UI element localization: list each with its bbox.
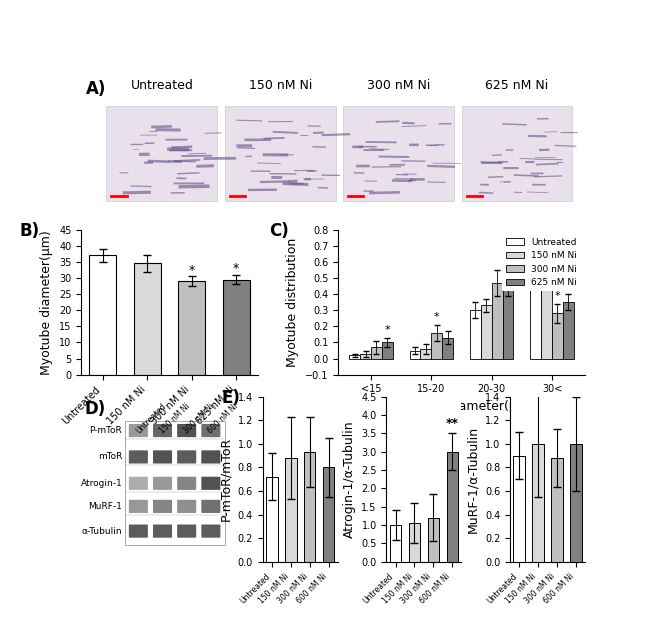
Text: Untreated: Untreated <box>134 402 168 435</box>
Bar <box>491 283 502 358</box>
FancyBboxPatch shape <box>107 106 217 201</box>
FancyBboxPatch shape <box>153 424 172 437</box>
Bar <box>552 314 563 358</box>
FancyBboxPatch shape <box>177 500 196 513</box>
FancyBboxPatch shape <box>153 500 172 513</box>
Text: *: * <box>188 264 195 277</box>
Text: α-Tubulin: α-Tubulin <box>82 527 122 536</box>
Bar <box>266 477 278 562</box>
Text: P-mToR: P-mToR <box>90 426 122 435</box>
FancyBboxPatch shape <box>177 451 196 464</box>
FancyBboxPatch shape <box>202 451 220 464</box>
Bar <box>551 458 563 562</box>
Bar <box>470 310 481 358</box>
Bar <box>304 452 315 562</box>
Text: *: * <box>554 291 560 301</box>
Bar <box>89 256 116 375</box>
FancyBboxPatch shape <box>129 476 148 490</box>
Bar <box>481 305 491 358</box>
Bar <box>178 281 205 375</box>
Y-axis label: MuRF-1/α-Tubulin: MuRF-1/α-Tubulin <box>467 426 480 533</box>
FancyBboxPatch shape <box>177 476 196 490</box>
Bar <box>502 286 514 358</box>
FancyBboxPatch shape <box>129 500 148 513</box>
Text: C): C) <box>269 222 289 240</box>
Y-axis label: Atrogin-1/α-Tubulin: Atrogin-1/α-Tubulin <box>343 420 356 538</box>
Bar <box>432 333 442 358</box>
Bar <box>532 444 544 562</box>
Y-axis label: Myotube distribution: Myotube distribution <box>287 237 300 367</box>
Bar <box>382 343 393 358</box>
FancyBboxPatch shape <box>343 106 454 201</box>
FancyBboxPatch shape <box>202 500 220 513</box>
Text: *: * <box>385 325 390 335</box>
Bar <box>514 456 525 562</box>
FancyBboxPatch shape <box>153 451 172 464</box>
Legend: Untreated, 150 nM Ni, 300 nM Ni, 625 nM Ni: Untreated, 150 nM Ni, 300 nM Ni, 625 nM … <box>502 234 580 291</box>
FancyBboxPatch shape <box>129 424 148 437</box>
FancyBboxPatch shape <box>202 476 220 490</box>
Text: 600 nM Ni: 600 nM Ni <box>207 402 240 435</box>
Bar <box>570 444 582 562</box>
Bar <box>442 338 453 358</box>
Text: *: * <box>434 312 439 322</box>
Bar <box>285 458 296 562</box>
Text: E): E) <box>222 389 240 406</box>
Bar <box>349 355 360 358</box>
Text: **: ** <box>446 417 459 430</box>
X-axis label: Myotube diameter(μm): Myotube diameter(μm) <box>389 400 534 413</box>
Y-axis label: P-mToR/mToR: P-mToR/mToR <box>219 437 232 521</box>
FancyBboxPatch shape <box>129 524 148 538</box>
FancyBboxPatch shape <box>153 476 172 490</box>
Text: MuRF-1: MuRF-1 <box>88 502 122 511</box>
FancyBboxPatch shape <box>177 424 196 437</box>
FancyBboxPatch shape <box>462 106 573 201</box>
FancyBboxPatch shape <box>202 524 220 538</box>
Bar <box>409 523 420 562</box>
Text: *: * <box>233 262 239 275</box>
FancyBboxPatch shape <box>177 524 196 538</box>
Bar <box>360 354 371 358</box>
Text: Untreated: Untreated <box>131 78 193 91</box>
Text: 150 nM Ni: 150 nM Ni <box>248 78 312 91</box>
Bar <box>428 517 439 562</box>
Bar <box>390 525 401 562</box>
Bar <box>134 264 161 375</box>
FancyBboxPatch shape <box>129 451 148 464</box>
Text: B): B) <box>20 222 40 240</box>
Y-axis label: Myotube diameter(μm): Myotube diameter(μm) <box>40 230 53 375</box>
Bar <box>541 259 552 358</box>
Text: D): D) <box>84 400 105 418</box>
Bar <box>410 350 421 358</box>
Text: 625 nM Ni: 625 nM Ni <box>486 78 549 91</box>
Bar <box>223 280 250 375</box>
FancyBboxPatch shape <box>202 424 220 437</box>
Bar <box>421 349 432 358</box>
Text: mToR: mToR <box>98 452 122 461</box>
Text: **: ** <box>530 238 541 248</box>
Bar <box>530 262 541 358</box>
Bar <box>447 452 458 562</box>
Bar <box>563 302 574 358</box>
Text: 300 nM Ni: 300 nM Ni <box>182 402 216 435</box>
Text: 150 nM Ni: 150 nM Ni <box>158 402 192 435</box>
Text: Atrogin-1: Atrogin-1 <box>81 479 122 488</box>
Text: A): A) <box>86 80 107 98</box>
FancyBboxPatch shape <box>153 524 172 538</box>
Bar <box>371 347 382 358</box>
FancyBboxPatch shape <box>225 106 335 201</box>
Text: 300 nM Ni: 300 nM Ni <box>367 78 430 91</box>
Bar <box>323 468 334 562</box>
